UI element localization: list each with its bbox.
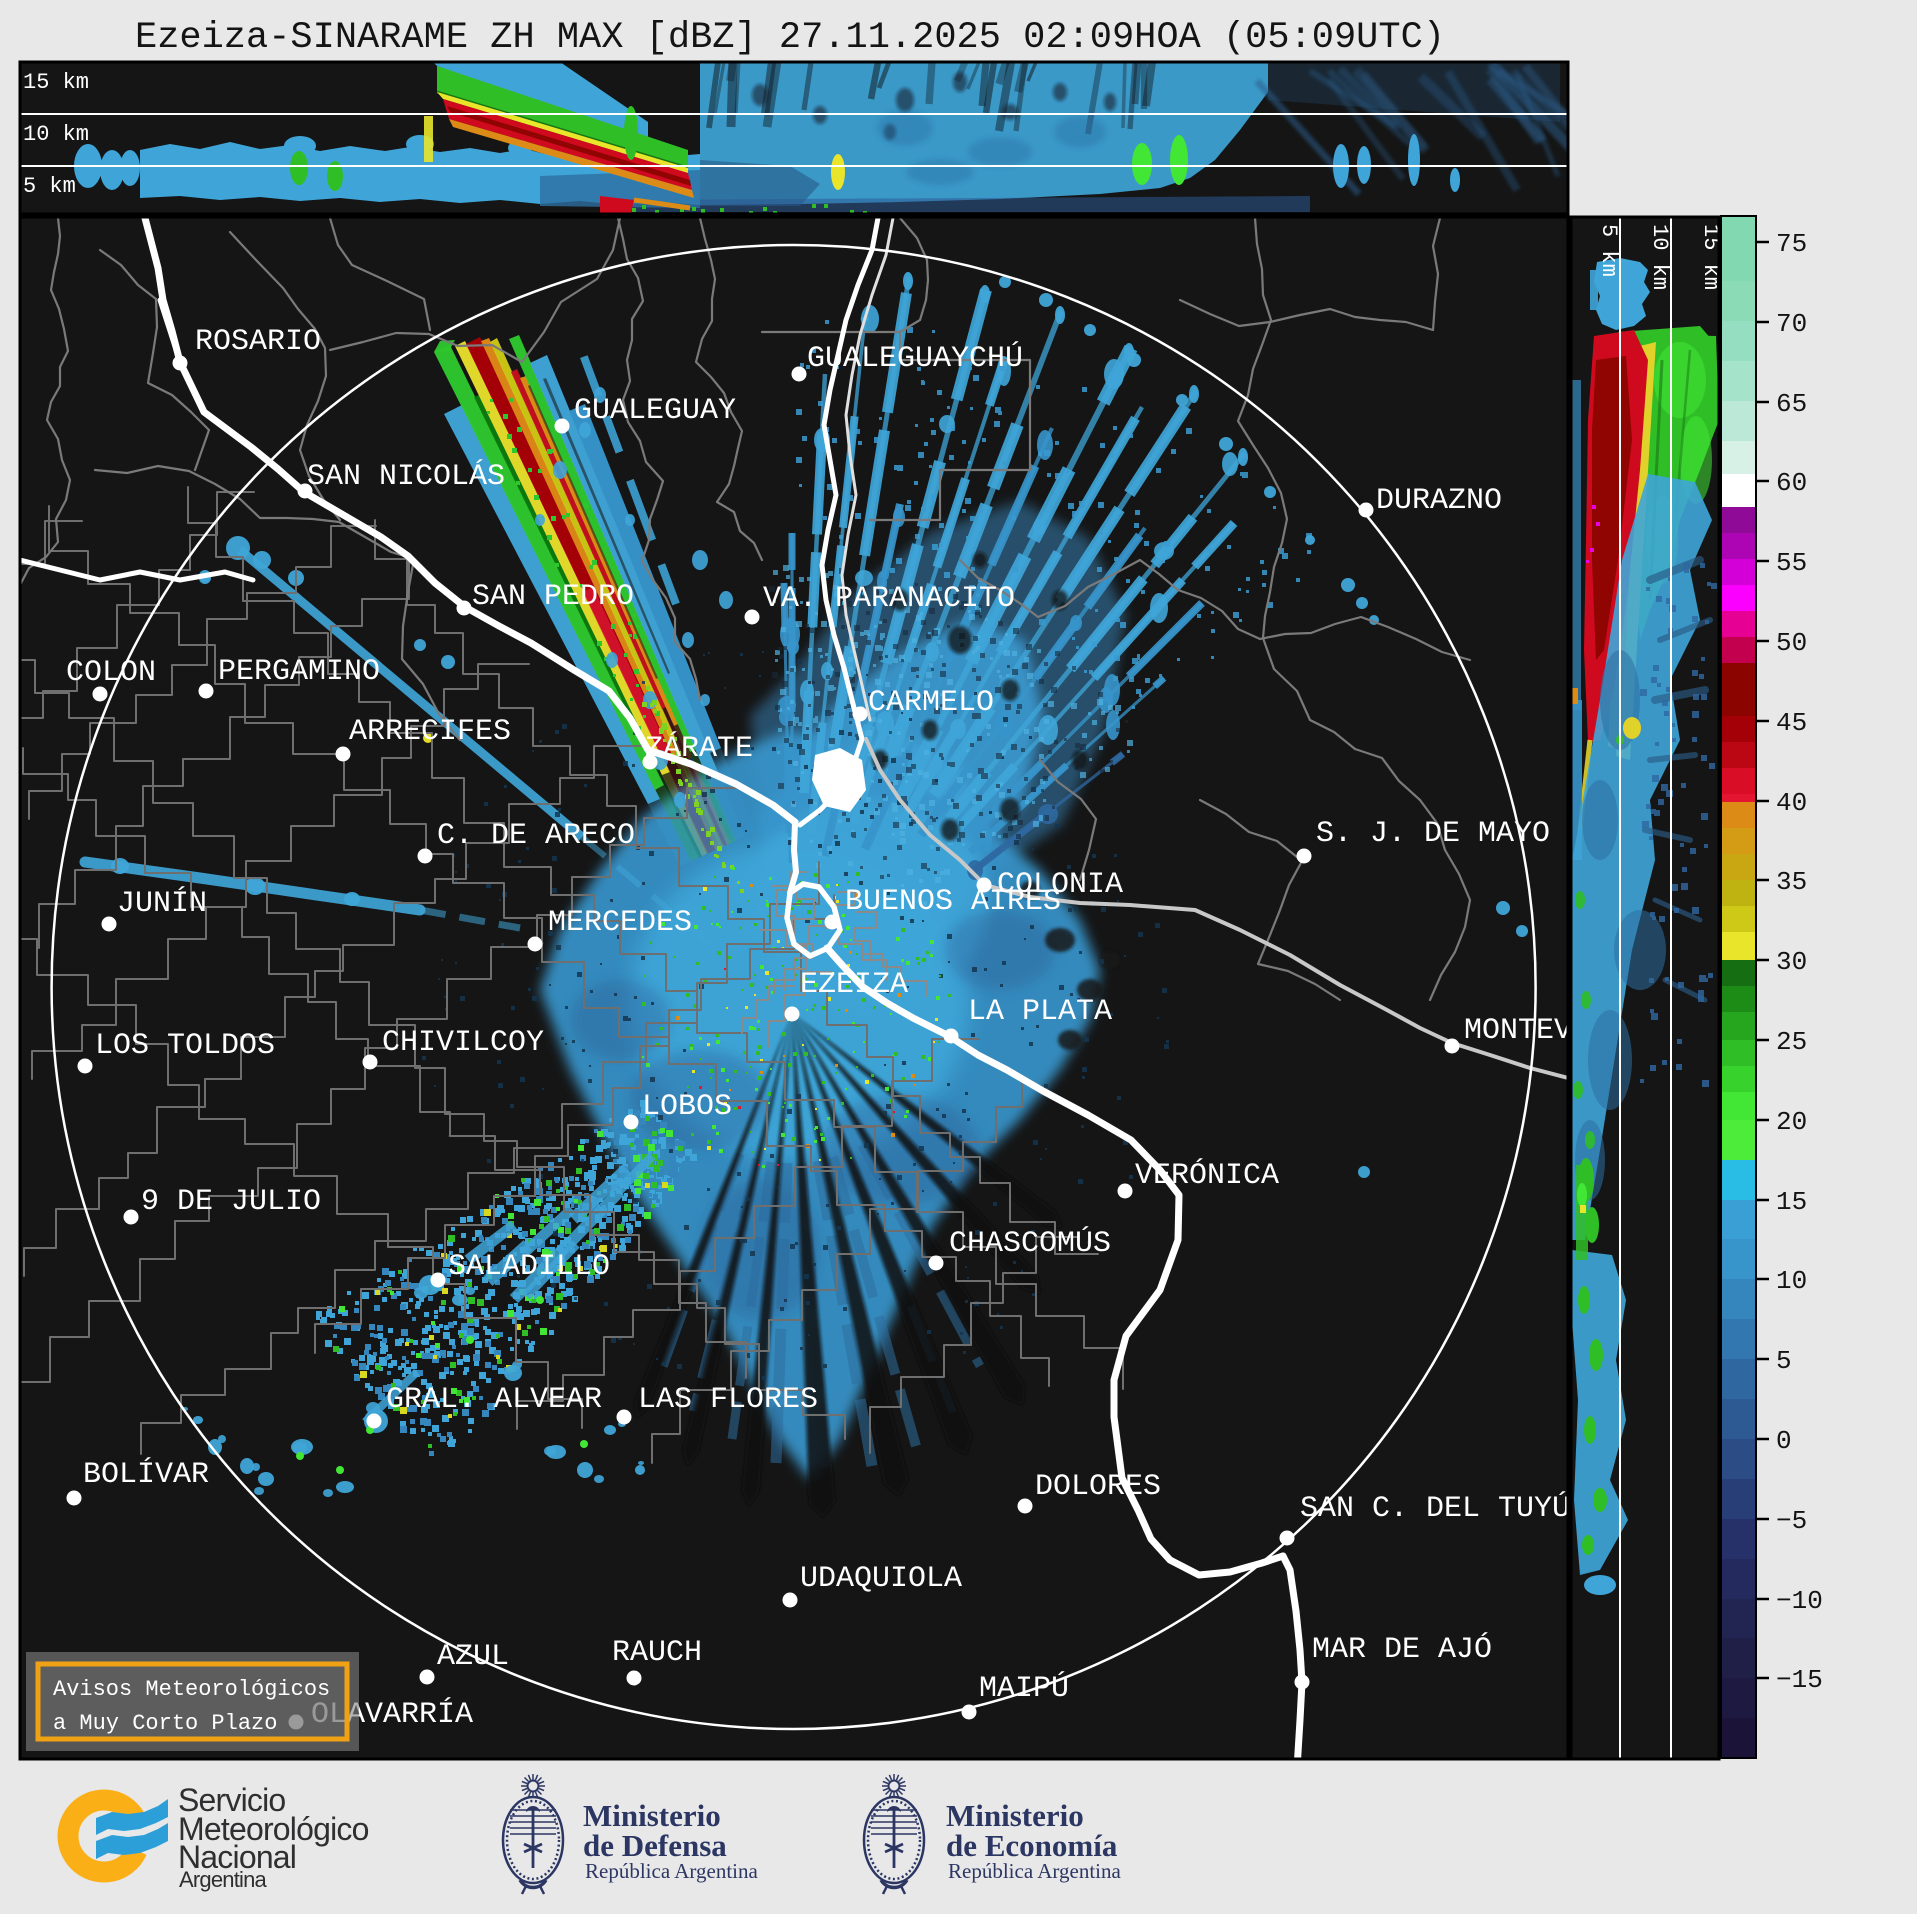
svg-text:15: 15	[1776, 1187, 1807, 1217]
svg-text:5 km: 5 km	[23, 174, 76, 199]
svg-text:GRAL. ALVEAR: GRAL. ALVEAR	[386, 1383, 602, 1417]
svg-text:Ministerio: Ministerio	[946, 1798, 1084, 1833]
svg-text:SAN PEDRO: SAN PEDRO	[472, 580, 634, 614]
svg-text:CARMELO: CARMELO	[868, 686, 994, 720]
svg-text:10: 10	[1776, 1266, 1807, 1296]
svg-text:30: 30	[1776, 947, 1807, 977]
svg-text:45: 45	[1776, 708, 1807, 738]
svg-text:VA. PARANACITO: VA. PARANACITO	[763, 582, 1015, 616]
svg-text:República Argentina: República Argentina	[948, 1859, 1121, 1883]
svg-text:ROSARIO: ROSARIO	[195, 325, 321, 359]
svg-text:BUENOS AIRES: BUENOS AIRES	[845, 885, 1061, 919]
svg-text:20: 20	[1776, 1107, 1807, 1137]
svg-text:LA PLATA: LA PLATA	[968, 995, 1112, 1029]
svg-text:15 km: 15 km	[23, 70, 89, 95]
svg-text:10 km: 10 km	[23, 122, 89, 147]
svg-text:COLONIA: COLONIA	[997, 868, 1123, 902]
svg-text:MAR DE AJÓ: MAR DE AJÓ	[1312, 1632, 1492, 1667]
svg-text:a Muy Corto Plazo: a Muy Corto Plazo	[53, 1711, 277, 1736]
svg-text:GUALEGUAYCHÚ: GUALEGUAYCHÚ	[807, 341, 1023, 376]
svg-text:LOS TOLDOS: LOS TOLDOS	[95, 1029, 275, 1063]
svg-text:DURAZNO: DURAZNO	[1376, 484, 1502, 518]
svg-text:25: 25	[1776, 1027, 1807, 1057]
svg-text:MAIPÚ: MAIPÚ	[979, 1671, 1069, 1706]
svg-text:5: 5	[1776, 1346, 1792, 1376]
svg-text:0: 0	[1776, 1426, 1792, 1456]
svg-text:DOLORES: DOLORES	[1035, 1470, 1161, 1504]
svg-text:GUALEGUAY: GUALEGUAY	[574, 394, 736, 428]
svg-text:10 km: 10 km	[1647, 224, 1672, 290]
svg-text:5 km: 5 km	[1596, 224, 1621, 277]
svg-text:S. J. DE MAYO: S. J. DE MAYO	[1316, 817, 1550, 851]
svg-text:BOLÍVAR: BOLÍVAR	[83, 1457, 209, 1492]
svg-text:RAUCH: RAUCH	[612, 1636, 702, 1670]
svg-text:−5: −5	[1776, 1506, 1807, 1536]
svg-text:CHIVILCOY: CHIVILCOY	[382, 1026, 544, 1060]
svg-text:VERÓNICA: VERÓNICA	[1135, 1158, 1279, 1193]
svg-text:COLON: COLON	[66, 656, 156, 690]
svg-text:de Economía: de Economía	[946, 1828, 1118, 1863]
svg-text:CHASCOMÚS: CHASCOMÚS	[949, 1226, 1111, 1261]
svg-text:Meteorológico: Meteorológico	[178, 1811, 369, 1847]
svg-text:UDAQUIOLA: UDAQUIOLA	[800, 1562, 962, 1596]
svg-text:EZEIZA: EZEIZA	[800, 968, 908, 1002]
svg-text:Avisos Meteorológicos: Avisos Meteorológicos	[53, 1677, 330, 1702]
svg-text:Servicio: Servicio	[178, 1782, 285, 1818]
svg-text:C. DE ARECO: C. DE ARECO	[437, 819, 635, 853]
svg-text:55: 55	[1776, 548, 1807, 578]
svg-text:ZÁRATE: ZÁRATE	[645, 731, 753, 766]
svg-text:−10: −10	[1776, 1586, 1823, 1616]
svg-text:Argentina: Argentina	[179, 1867, 268, 1892]
svg-text:Nacional: Nacional	[178, 1839, 296, 1875]
svg-text:PERGAMINO: PERGAMINO	[218, 655, 380, 689]
svg-text:50: 50	[1776, 628, 1807, 658]
svg-text:JUNÍN: JUNÍN	[117, 886, 207, 921]
svg-text:−15: −15	[1776, 1665, 1823, 1695]
svg-text:65: 65	[1776, 389, 1807, 419]
svg-text:SAN C. DEL TUYÚ: SAN C. DEL TUYÚ	[1300, 1491, 1570, 1526]
svg-text:de Defensa: de Defensa	[583, 1828, 727, 1863]
svg-text:40: 40	[1776, 788, 1807, 818]
svg-text:Ministerio: Ministerio	[583, 1798, 721, 1833]
svg-text:Ezeiza-SINARAME ZH MAX [dBZ] 2: Ezeiza-SINARAME ZH MAX [dBZ] 27.11.2025 …	[135, 17, 1445, 59]
svg-text:LOBOS: LOBOS	[642, 1090, 732, 1124]
svg-text:60: 60	[1776, 468, 1807, 498]
svg-text:ARRECIFES: ARRECIFES	[349, 715, 511, 749]
svg-text:República Argentina: República Argentina	[585, 1859, 758, 1883]
svg-text:MONTEVIDEO: MONTEVIDEO	[1464, 1014, 1644, 1048]
svg-text:9 DE JULIO: 9 DE JULIO	[141, 1185, 321, 1219]
svg-text:LAS FLORES: LAS FLORES	[638, 1383, 818, 1417]
svg-text:SAN NICOLÁS: SAN NICOLÁS	[307, 459, 505, 494]
svg-text:70: 70	[1776, 309, 1807, 339]
svg-text:SALADILLO: SALADILLO	[448, 1250, 610, 1284]
svg-text:AZUL: AZUL	[437, 1640, 509, 1674]
svg-text:75: 75	[1776, 229, 1807, 259]
svg-text:MERCEDES: MERCEDES	[548, 906, 692, 940]
svg-text:35: 35	[1776, 867, 1807, 897]
